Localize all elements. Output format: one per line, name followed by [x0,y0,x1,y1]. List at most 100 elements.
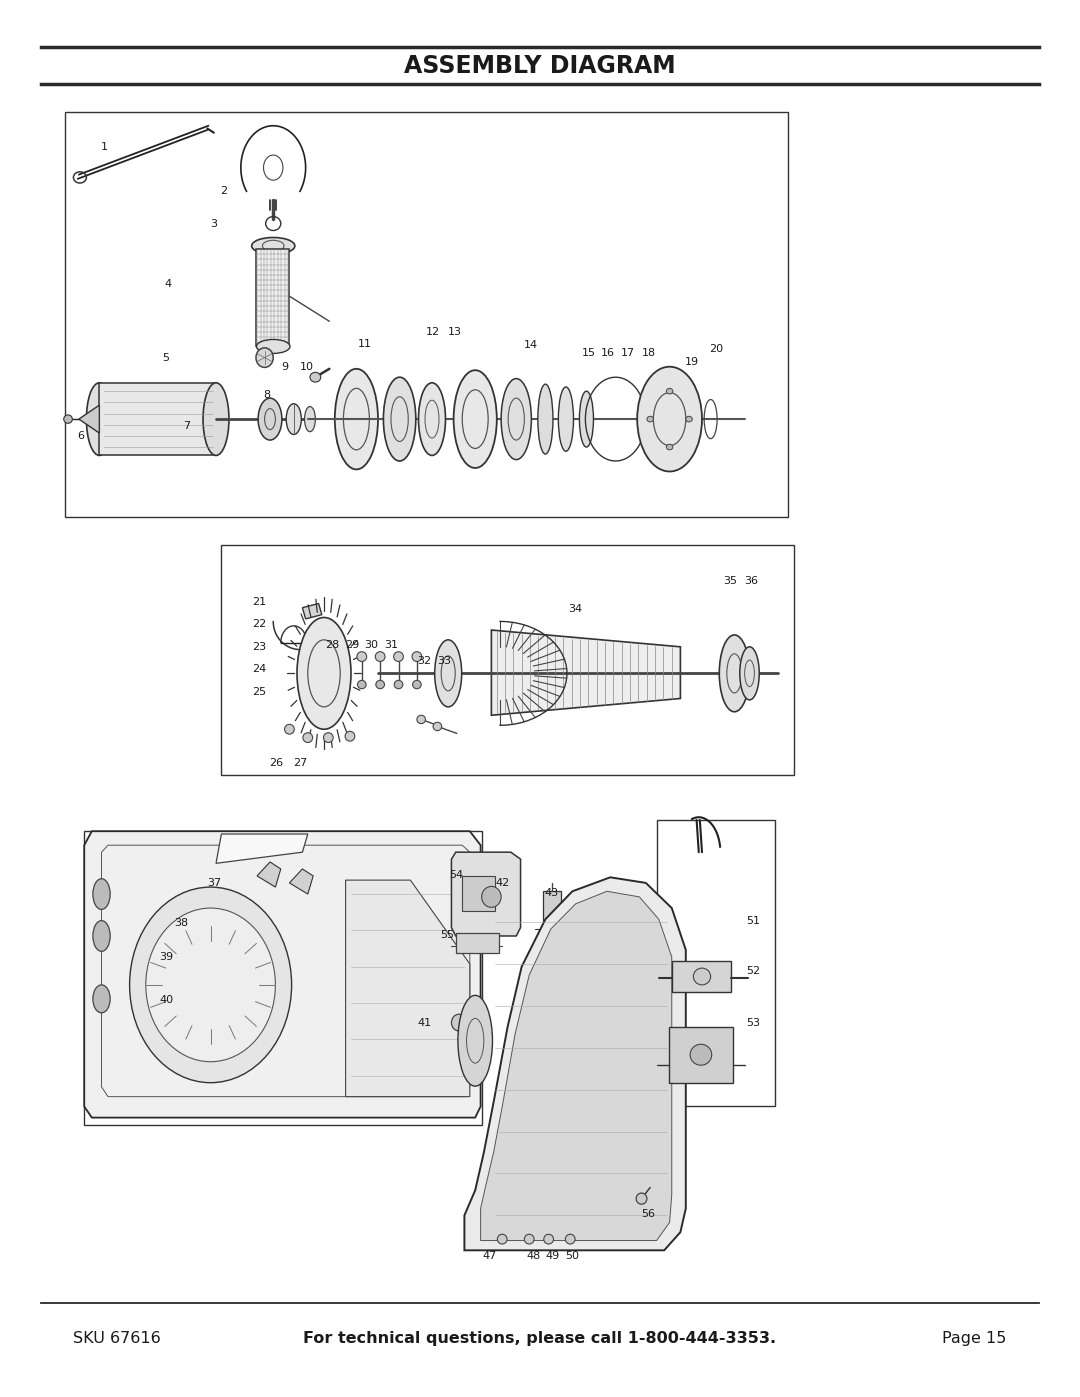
Text: SKU 67616: SKU 67616 [73,1331,161,1347]
Text: 51: 51 [746,915,759,926]
Ellipse shape [417,715,426,724]
Ellipse shape [203,383,229,455]
Text: 3: 3 [211,218,217,229]
Text: 48: 48 [526,1250,541,1261]
Ellipse shape [666,388,673,394]
Text: 5: 5 [162,352,168,363]
Ellipse shape [376,651,384,661]
Ellipse shape [543,1235,554,1245]
Ellipse shape [451,1014,467,1031]
Polygon shape [79,405,99,433]
Text: 27: 27 [293,757,308,768]
Text: 23: 23 [252,641,267,652]
Ellipse shape [394,680,403,689]
Ellipse shape [719,634,750,712]
Text: 1: 1 [102,141,108,152]
Ellipse shape [256,348,273,367]
Ellipse shape [93,879,110,909]
Bar [672,961,731,992]
Text: 20: 20 [708,344,724,355]
Text: 2: 2 [220,186,227,197]
Ellipse shape [433,722,442,731]
Bar [65,112,788,517]
Polygon shape [302,604,322,619]
Ellipse shape [686,416,692,422]
Text: Page 15: Page 15 [942,1331,1007,1347]
Ellipse shape [693,968,711,985]
Ellipse shape [558,387,573,451]
Text: 55: 55 [441,929,454,940]
Ellipse shape [258,398,282,440]
Ellipse shape [64,415,72,423]
Ellipse shape [297,617,351,729]
Text: 43: 43 [544,887,559,898]
Text: 34: 34 [568,604,583,615]
Ellipse shape [93,985,110,1013]
Bar [84,831,482,1125]
Ellipse shape [497,1235,508,1245]
Text: 37: 37 [206,877,221,888]
Ellipse shape [580,391,594,447]
Text: 15: 15 [582,348,595,359]
Polygon shape [491,630,680,715]
Text: 11: 11 [359,338,372,349]
Ellipse shape [538,384,553,454]
Ellipse shape [286,404,301,434]
Ellipse shape [356,651,367,661]
Bar [669,1027,733,1083]
Ellipse shape [93,921,110,951]
Bar [221,545,794,775]
Polygon shape [257,862,281,887]
Text: 21: 21 [252,597,267,608]
Text: 26: 26 [269,757,284,768]
Ellipse shape [86,383,112,455]
Text: 41: 41 [417,1017,432,1028]
Bar [543,891,561,950]
Ellipse shape [637,367,702,472]
Ellipse shape [413,651,421,661]
Text: 7: 7 [184,420,190,432]
Text: 38: 38 [174,918,189,929]
Text: ASSEMBLY DIAGRAM: ASSEMBLY DIAGRAM [404,53,676,78]
Ellipse shape [146,908,275,1062]
Text: 47: 47 [482,1250,497,1261]
Text: 25: 25 [252,686,267,697]
Text: 28: 28 [325,640,340,651]
Text: 14: 14 [524,339,539,351]
Text: 30: 30 [365,640,378,651]
Text: 32: 32 [417,655,432,666]
Text: 53: 53 [746,1017,759,1028]
Ellipse shape [302,732,313,743]
Bar [657,820,775,1106]
Text: 42: 42 [495,877,510,888]
Text: 49: 49 [545,1250,561,1261]
Text: 12: 12 [426,327,441,338]
Text: 33: 33 [437,655,450,666]
Polygon shape [451,852,521,936]
Ellipse shape [525,1235,535,1245]
Ellipse shape [501,379,531,460]
Bar [462,876,495,911]
Ellipse shape [434,640,462,707]
Ellipse shape [376,680,384,689]
Text: 8: 8 [264,390,270,401]
Text: 50: 50 [566,1250,579,1261]
Text: 10: 10 [300,362,313,373]
Ellipse shape [566,1235,576,1245]
Polygon shape [481,891,672,1241]
Polygon shape [289,869,313,894]
Text: 9: 9 [282,362,288,373]
Ellipse shape [345,732,354,740]
Text: 22: 22 [252,619,267,630]
Ellipse shape [636,1193,647,1204]
Text: 35: 35 [724,576,737,587]
Bar [256,249,289,346]
Text: 31: 31 [384,640,397,651]
Ellipse shape [130,887,292,1083]
Text: 24: 24 [252,664,267,675]
Polygon shape [216,834,308,863]
Text: 52: 52 [745,965,760,977]
Text: 17: 17 [620,348,635,359]
Polygon shape [346,880,470,1097]
Text: 39: 39 [159,951,174,963]
